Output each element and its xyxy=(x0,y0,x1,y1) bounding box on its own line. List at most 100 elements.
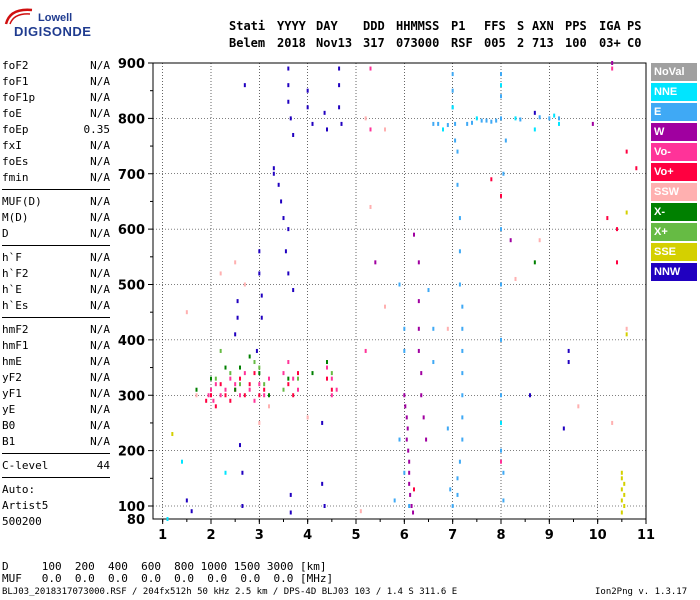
echo-point xyxy=(502,470,505,475)
echo-point xyxy=(408,481,411,486)
y-tick-label: 600 xyxy=(118,223,145,238)
legend-item-w: W xyxy=(651,123,697,141)
echo-point xyxy=(282,371,285,376)
echo-point xyxy=(454,138,457,143)
logo-text-lowell: Lowell xyxy=(38,12,73,24)
header-label-1: YYYY xyxy=(277,19,306,33)
x-tick-label: 3 xyxy=(255,528,264,543)
header-label-6: FFS xyxy=(484,19,506,33)
echo-point xyxy=(398,437,401,442)
param-name: D xyxy=(2,227,9,240)
echo-point xyxy=(425,437,428,442)
echo-point xyxy=(461,415,464,420)
echo-point xyxy=(289,492,292,497)
param-value: N/A xyxy=(90,355,110,368)
echo-point xyxy=(243,83,246,88)
header-label-8: AXN xyxy=(532,19,554,33)
param-name: C-level xyxy=(2,459,49,472)
echo-point xyxy=(500,83,502,88)
echo-point xyxy=(258,249,261,254)
echo-point xyxy=(239,365,241,370)
echo-point xyxy=(420,393,423,398)
echo-point xyxy=(311,121,314,126)
echo-point xyxy=(239,443,241,448)
parameter-table: foF2 N/A foF1 N/A foF1p N/A foE N/A foEp 0.35 fxI N… xyxy=(2,58,110,530)
y-tick-label: 200 xyxy=(118,445,145,460)
digisonde-logo-icon xyxy=(4,8,33,25)
echo-point xyxy=(500,72,502,77)
echo-point xyxy=(364,348,367,353)
echo-point xyxy=(409,492,412,497)
echo-point xyxy=(321,420,324,425)
echo-point xyxy=(248,387,251,392)
param-row: M(D) N/A xyxy=(2,210,110,226)
auto-scaling-line3: 500200 xyxy=(2,515,42,528)
echo-point xyxy=(255,348,258,353)
echo-point xyxy=(553,113,556,118)
param-row: foF1 N/A xyxy=(2,74,110,90)
header-label-0: Stati xyxy=(229,19,266,33)
echo-point xyxy=(451,105,454,110)
echo-point xyxy=(236,315,239,320)
param-name: foF1 xyxy=(2,75,29,88)
param-separator xyxy=(2,477,110,478)
x-tick-label: 2 xyxy=(206,528,215,543)
echo-point xyxy=(384,127,386,132)
echo-point xyxy=(326,127,328,132)
param-value: N/A xyxy=(90,59,110,72)
echo-point xyxy=(417,299,420,304)
echo-point xyxy=(533,260,536,265)
param-name: M(D) xyxy=(2,211,29,224)
echo-point xyxy=(258,382,261,387)
echo-point xyxy=(297,371,299,376)
param-value: N/A xyxy=(90,227,110,240)
echo-point xyxy=(562,426,565,431)
param-row: yE N/A xyxy=(2,402,110,418)
param-name: foE xyxy=(2,107,22,120)
param-value: N/A xyxy=(90,171,110,184)
echo-point xyxy=(620,476,623,481)
x-tick-label: 4 xyxy=(303,528,312,543)
echo-point xyxy=(454,121,457,126)
distance-row: D 100 200 400 600 800 1000 1500 3000 [km… xyxy=(2,560,327,573)
echo-point xyxy=(219,348,222,353)
echo-point xyxy=(485,118,488,123)
echo-point xyxy=(207,393,210,398)
echo-point xyxy=(403,393,406,398)
echo-point xyxy=(446,426,449,431)
echo-point xyxy=(359,509,362,514)
echo-point xyxy=(335,387,338,392)
param-row: C-level 44 xyxy=(2,458,110,474)
echo-point xyxy=(297,376,299,381)
echo-point xyxy=(241,470,244,475)
header-value-11: C0 xyxy=(627,36,642,50)
echo-point xyxy=(500,282,502,287)
header-label-2: DAY xyxy=(316,19,338,33)
echo-point xyxy=(241,504,244,508)
header-value-4: 073000 xyxy=(396,36,440,50)
param-name: MUF(D) xyxy=(2,195,42,208)
echo-point xyxy=(287,271,290,276)
legend-item-nne: NNE xyxy=(651,83,697,101)
echo-point xyxy=(611,66,614,71)
echo-point xyxy=(248,354,251,359)
echo-point xyxy=(260,293,263,298)
echo-point xyxy=(369,204,372,209)
echo-point xyxy=(243,393,246,398)
y-tick-label: 800 xyxy=(118,112,145,127)
param-row: B1 N/A xyxy=(2,434,110,450)
echo-point xyxy=(625,210,628,215)
param-name: yF2 xyxy=(2,371,22,384)
echo-point xyxy=(490,177,493,182)
echo-point xyxy=(330,376,333,381)
echo-point xyxy=(330,371,333,376)
echo-point xyxy=(449,487,452,492)
param-name: fxI xyxy=(2,139,22,152)
echo-point xyxy=(408,459,411,464)
echo-point xyxy=(533,110,536,115)
echo-point xyxy=(224,393,227,398)
echo-point xyxy=(620,498,623,503)
logo-text-digisonde: DIGISONDE xyxy=(14,24,92,39)
echo-point xyxy=(611,420,614,425)
param-value: 44 xyxy=(96,459,110,472)
